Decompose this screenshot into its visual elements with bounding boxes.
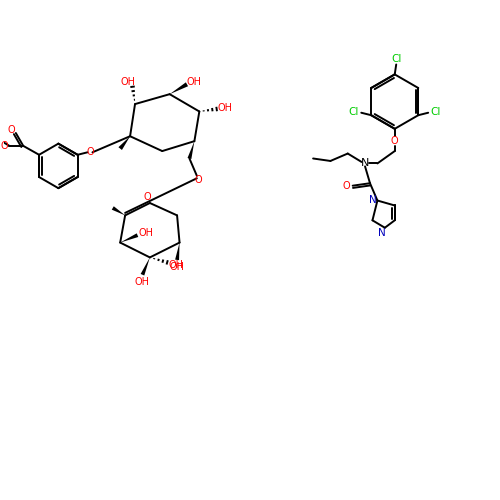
- Text: N: N: [368, 194, 376, 204]
- Polygon shape: [112, 206, 125, 216]
- Polygon shape: [120, 234, 139, 242]
- Text: Cl: Cl: [348, 106, 359, 117]
- Polygon shape: [118, 136, 130, 150]
- Text: N: N: [361, 158, 369, 168]
- Polygon shape: [140, 258, 150, 276]
- Text: O: O: [8, 124, 15, 134]
- Text: Cl: Cl: [391, 54, 402, 64]
- Text: OH: OH: [138, 228, 154, 237]
- Text: Cl: Cl: [430, 106, 441, 117]
- Text: O: O: [194, 175, 202, 185]
- Text: OH: OH: [170, 262, 184, 272]
- Polygon shape: [175, 242, 180, 260]
- Text: OH: OH: [187, 77, 202, 87]
- Text: O: O: [86, 148, 94, 158]
- Text: O: O: [0, 141, 8, 151]
- Text: OH: OH: [168, 260, 183, 270]
- Polygon shape: [170, 82, 188, 94]
- Text: O: O: [343, 180, 350, 190]
- Polygon shape: [188, 141, 194, 159]
- Text: O: O: [144, 192, 151, 202]
- Text: O: O: [391, 136, 398, 146]
- Text: OH: OH: [135, 277, 150, 287]
- Text: OH: OH: [120, 77, 135, 87]
- Text: OH: OH: [218, 102, 232, 113]
- Text: N: N: [378, 228, 386, 237]
